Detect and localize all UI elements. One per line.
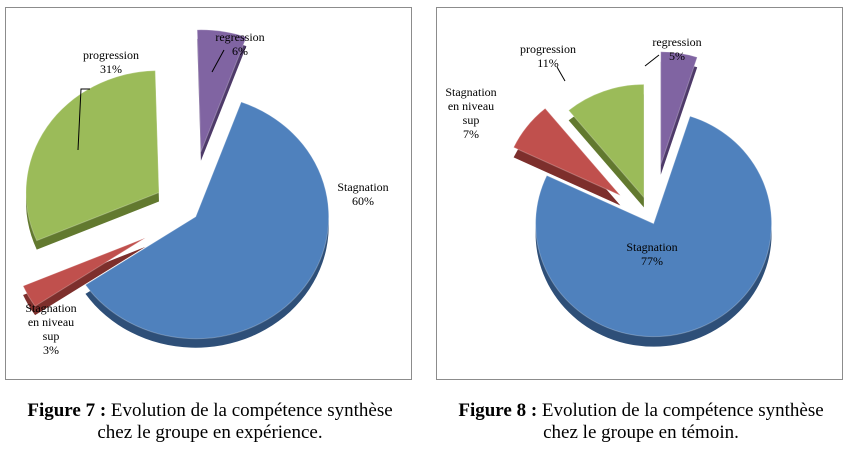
pie-label-stagnation-niveau-sup: Stagnation en niveau sup 3% — [25, 301, 76, 357]
leader-line-progression — [556, 66, 566, 82]
pie-slice-stagnation-niveau-sup — [22, 237, 146, 316]
pie-label-progression: progression 11% — [520, 42, 576, 70]
chart-panel-figure-7: Stagnation 60% Stagnation en niveau sup 3% pro… — [5, 7, 412, 380]
leader-line-progression — [77, 88, 90, 151]
pie-slice-progression — [25, 70, 160, 250]
pie-label-progression: progression 31% — [83, 48, 139, 76]
pie-slice-stagnation — [84, 101, 330, 348]
leader-line-regression — [644, 54, 660, 67]
figure-7-caption-line1: Evolution de la compétence synthèse — [110, 400, 393, 421]
figure-7-number: Figure 7 : — [27, 400, 107, 421]
figure-8-caption: Figure 8 : Evolution de la compétence sy… — [436, 400, 846, 444]
pie-label-stagnation: Stagnation 77% — [626, 240, 677, 268]
pie-label-regression: regression 5% — [652, 35, 701, 63]
pie-chart-figure-8: Stagnation 77% Stagnation en niveau sup 7% pro… — [445, 35, 773, 347]
pie-chart-figure-7: Stagnation 60% Stagnation en niveau sup 3% pro… — [22, 29, 389, 357]
figure-8-caption-line1: Evolution de la compétence synthèse — [541, 400, 824, 421]
pie-label-stagnation: Stagnation 60% — [337, 180, 388, 208]
pie-slice-regression — [196, 29, 248, 161]
figure-8-caption-line2: chez le groupe en témoin. — [543, 422, 739, 443]
figure-7-caption: Figure 7 : Evolution de la compétence sy… — [5, 400, 415, 444]
pie-label-regression: regression 6% — [215, 30, 264, 58]
leader-line-regression — [211, 49, 225, 73]
pie-slice-stagnation — [535, 115, 773, 347]
pie-slice-regression — [660, 51, 698, 175]
pie-label-stagnation-niveau-sup: Stagnation en niveau sup 7% — [445, 85, 496, 141]
pie-slice-stagnation-niveau-sup — [512, 107, 621, 206]
figure-7-caption-line2: chez le groupe en expérience. — [97, 422, 323, 443]
pie-slice-progression — [567, 83, 645, 208]
chart-panel-figure-8: Stagnation 77% Stagnation en niveau sup 7% pro… — [436, 7, 843, 380]
figure-8-number: Figure 8 : — [458, 400, 538, 421]
